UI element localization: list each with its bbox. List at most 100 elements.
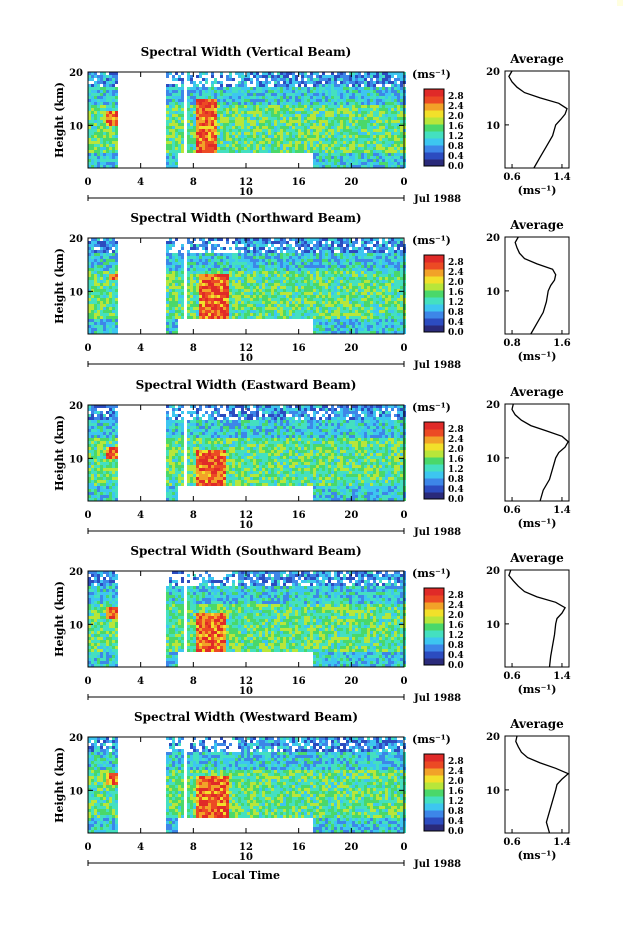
heatmap-cell — [322, 90, 325, 93]
heatmap-cell — [271, 105, 274, 108]
heatmap-cell — [370, 283, 373, 286]
heatmap-cell — [370, 114, 373, 117]
heatmap-cell — [316, 114, 319, 117]
heatmap-cell — [364, 328, 367, 331]
heatmap-cell — [94, 295, 97, 298]
heatmap-cell — [220, 268, 223, 271]
heatmap-cell — [187, 265, 190, 268]
heatmap-cell — [394, 129, 397, 132]
heatmap-cell — [214, 120, 217, 123]
heatmap-cell — [274, 253, 277, 256]
heatmap-cell — [370, 165, 373, 168]
heatmap-cell — [235, 90, 238, 93]
heatmap-cell — [172, 241, 175, 244]
heatmap-cell — [373, 84, 376, 87]
heatmap-cell — [235, 238, 238, 241]
heatmap-cell — [340, 271, 343, 274]
heatmap-cell — [331, 259, 334, 262]
heatmap-cell — [187, 295, 190, 298]
heatmap-cell — [361, 75, 364, 78]
heatmap-cell — [367, 132, 370, 135]
heatmap-cell — [346, 328, 349, 331]
heatmap-cell — [349, 262, 352, 265]
heatmap-cell — [271, 250, 274, 253]
heatmap-cell — [358, 165, 361, 168]
heatmap-cell — [103, 93, 106, 96]
heatmap-cell — [199, 141, 202, 144]
heatmap-cell — [295, 144, 298, 147]
heatmap-cell — [346, 322, 349, 325]
heatmap-cell — [166, 123, 169, 126]
heatmap-cell — [343, 72, 346, 75]
heatmap-cell — [226, 286, 229, 289]
heatmap-cell — [277, 283, 280, 286]
heatmap-cell — [367, 90, 370, 93]
heatmap-cell — [367, 253, 370, 256]
heatmap-cell — [385, 256, 388, 259]
heatmap-cell — [337, 144, 340, 147]
heatmap-cell — [355, 126, 358, 129]
heatmap-cell — [199, 265, 202, 268]
heatmap-cell — [298, 111, 301, 114]
heatmap-cell — [112, 292, 115, 295]
heatmap-cell — [334, 304, 337, 307]
heatmap-cell — [298, 123, 301, 126]
heatmap-cell — [364, 102, 367, 105]
heatmap-cell — [169, 165, 172, 168]
heatmap-cell — [241, 72, 244, 75]
heatmap-cell — [205, 241, 208, 244]
heatmap-cell — [265, 78, 268, 81]
heatmap-cell — [211, 316, 214, 319]
heatmap-cell — [388, 165, 391, 168]
heatmap-cell — [391, 117, 394, 120]
heatmap-cell — [397, 90, 400, 93]
heatmap-cell — [346, 87, 349, 90]
heatmap-cell — [268, 274, 271, 277]
heatmap-cell — [166, 259, 169, 262]
heatmap-cell — [106, 268, 109, 271]
heatmap-cell — [292, 304, 295, 307]
heatmap-cell — [376, 280, 379, 283]
heatmap-cell — [115, 283, 118, 286]
heatmap-cell — [286, 289, 289, 292]
heatmap-cell — [322, 138, 325, 141]
heatmap-cell — [349, 301, 352, 304]
heatmap-cell — [217, 295, 220, 298]
heatmap-cell — [352, 126, 355, 129]
heatmap-cell — [172, 304, 175, 307]
heatmap-cell — [358, 259, 361, 262]
heatmap-cell — [97, 96, 100, 99]
heatmap-cell — [106, 78, 109, 81]
heatmap-cell — [187, 298, 190, 301]
heatmap-cell — [88, 150, 91, 153]
heatmap-cell — [349, 328, 352, 331]
heatmap-cell — [286, 316, 289, 319]
colorbar-swatch — [424, 110, 444, 118]
heatmap-cell — [100, 141, 103, 144]
heatmap-cell — [250, 304, 253, 307]
heatmap-cell — [202, 313, 205, 316]
heatmap-cell — [322, 292, 325, 295]
heatmap-cell — [169, 135, 172, 138]
heatmap-cell — [280, 316, 283, 319]
heatmap-cell — [298, 274, 301, 277]
heatmap-cell — [100, 99, 103, 102]
heatmap-cell — [241, 277, 244, 280]
heatmap-cell — [313, 253, 316, 256]
heatmap-cell — [325, 262, 328, 265]
heatmap-cell — [277, 256, 280, 259]
heatmap-cell — [397, 165, 400, 168]
heatmap-cell — [337, 105, 340, 108]
heatmap-cell — [394, 162, 397, 165]
heatmap-cell — [283, 138, 286, 141]
heatmap-cell — [106, 280, 109, 283]
heatmap-cell — [313, 259, 316, 262]
heatmap-cell — [298, 90, 301, 93]
heatmap-cell — [286, 313, 289, 316]
heatmap-cell — [349, 96, 352, 99]
heatmap-cell — [367, 301, 370, 304]
heatmap-cell — [310, 150, 313, 153]
heatmap-cell — [373, 292, 376, 295]
heatmap-cell — [340, 150, 343, 153]
heatmap-cell — [94, 250, 97, 253]
